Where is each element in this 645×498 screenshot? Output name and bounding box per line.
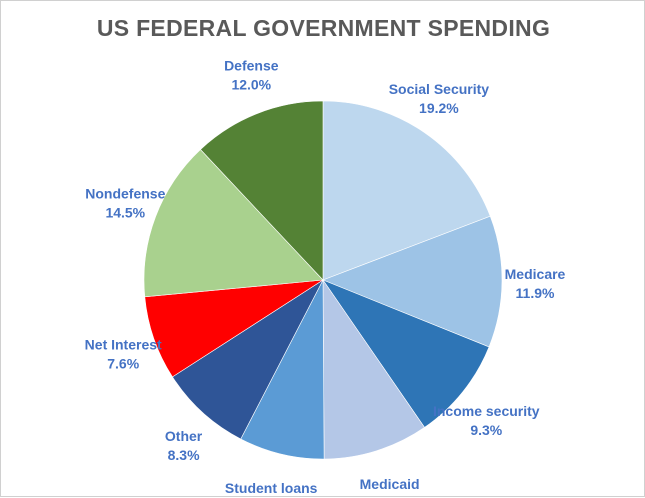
pie-label-other: Other: [165, 428, 203, 444]
pie-slice-other: [172, 279, 324, 440]
pie-slice-defense: [200, 100, 324, 281]
pie-value-other: 8.3%: [168, 447, 200, 463]
pie-label-medicaid: Medicaid: [360, 476, 420, 492]
pie-label-social-security: Social Security: [389, 81, 490, 97]
pie-slice-income-security: [322, 279, 490, 428]
pie-labels: Social Security 19.2% Medicare 11.9% Income …: [85, 58, 566, 498]
pie-slice-medicaid: [322, 279, 425, 460]
pie-label-medicare: Medicare: [505, 266, 566, 282]
pie-value-net-interest: 7.6%: [107, 356, 139, 372]
chart-title: US FEDERAL GOVERNMENT SPENDING: [96, 15, 551, 41]
pie-label-net-interest: Net Interest: [85, 337, 162, 353]
pie-label-defense: Defense: [224, 58, 279, 74]
pie-value-defense: 12.0%: [231, 77, 271, 93]
pie-value-social-security: 19.2%: [419, 100, 459, 116]
pie-slices: [143, 100, 503, 460]
pie-label-income-security: Income security: [433, 403, 540, 419]
pie-slice-social-security: [322, 100, 491, 281]
pie-value-medicaid: 9.5%: [374, 495, 406, 498]
pie-value-income-security: 9.3%: [470, 422, 502, 438]
pie-label-student-loans: Student loans: [225, 480, 318, 496]
pie-label-nondefense: Nondefense: [85, 186, 165, 202]
pie-value-nondefense: 14.5%: [105, 205, 145, 221]
pie-slice-nondefense: [143, 149, 324, 298]
pie-slice-medicare: [322, 215, 503, 348]
pie-value-medicare: 11.9%: [516, 285, 555, 301]
